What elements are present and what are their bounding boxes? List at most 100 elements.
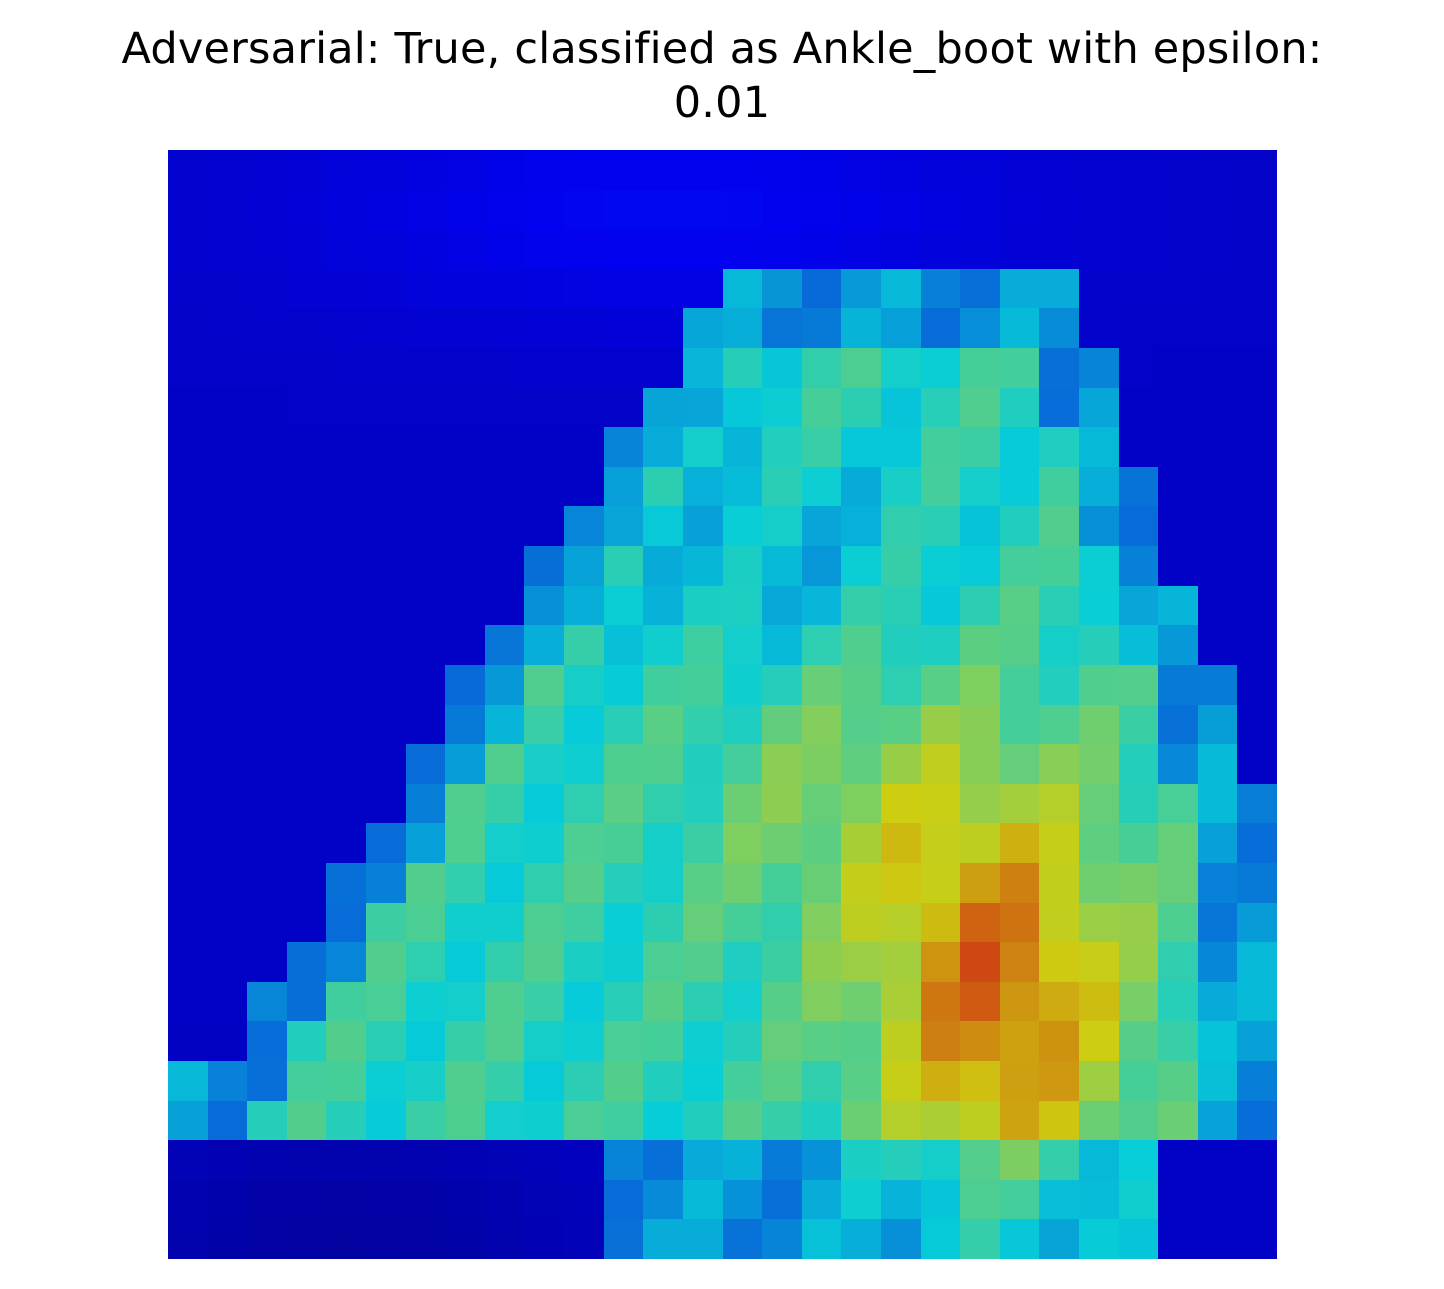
heatmap-pixel <box>445 585 485 626</box>
heatmap-pixel <box>801 427 842 467</box>
heatmap-pixel <box>405 981 446 1022</box>
heatmap-pixel <box>841 823 881 863</box>
heatmap-pixel <box>1039 308 1079 349</box>
heatmap-pixel <box>1078 1179 1119 1220</box>
heatmap-pixel <box>762 704 802 745</box>
heatmap-pixel <box>603 902 644 943</box>
heatmap-pixel <box>999 150 1040 190</box>
heatmap-pixel <box>326 546 367 586</box>
heatmap-pixel <box>1158 902 1198 943</box>
heatmap-pixel <box>207 1140 248 1180</box>
heatmap-pixel <box>1039 229 1079 269</box>
heatmap-pixel <box>682 783 723 824</box>
heatmap-pixel <box>1039 1140 1079 1180</box>
heatmap-pixel <box>682 744 723 784</box>
heatmap-pixel <box>682 1179 723 1220</box>
heatmap-pixel <box>643 150 683 190</box>
heatmap-pixel <box>1078 268 1119 309</box>
heatmap-pixel <box>1197 981 1238 1022</box>
heatmap-pixel <box>1039 823 1079 863</box>
heatmap-pixel <box>762 427 802 467</box>
heatmap-pixel <box>484 1100 525 1141</box>
heatmap-pixel <box>247 348 287 388</box>
heatmap-pixel <box>1078 585 1119 626</box>
heatmap-pixel <box>524 387 565 428</box>
heatmap-pixel <box>762 308 802 349</box>
heatmap-pixel <box>405 625 446 665</box>
heatmap-pixel <box>920 585 961 626</box>
heatmap-pixel <box>1197 1219 1238 1259</box>
heatmap-pixel <box>247 585 287 626</box>
heatmap-pixel <box>445 942 485 982</box>
heatmap-pixel <box>1118 1060 1159 1101</box>
heatmap-pixel <box>1118 229 1159 269</box>
heatmap-pixel <box>247 704 287 745</box>
heatmap-pixel <box>801 823 842 863</box>
heatmap-pixel <box>762 150 802 190</box>
heatmap-pixel <box>366 546 406 586</box>
heatmap-pixel <box>603 229 644 269</box>
heatmap-pixel <box>405 546 446 586</box>
heatmap-pixel <box>880 150 921 190</box>
heatmap-pixel <box>168 466 208 507</box>
heatmap-pixel <box>286 229 327 269</box>
heatmap-pixel <box>1078 506 1119 547</box>
heatmap-pixel <box>682 902 723 943</box>
heatmap-pixel <box>722 942 763 982</box>
heatmap-pixel <box>841 585 881 626</box>
heatmap-pixel <box>960 902 1000 943</box>
heatmap-pixel <box>1118 1179 1159 1220</box>
heatmap-pixel <box>524 783 565 824</box>
heatmap-pixel <box>484 348 525 388</box>
heatmap-pixel <box>564 427 604 467</box>
heatmap-pixel <box>1118 664 1159 705</box>
heatmap-pixel <box>286 744 327 784</box>
heatmap-pixel <box>366 862 406 903</box>
heatmap-pixel <box>445 466 485 507</box>
heatmap-pixel <box>484 585 525 626</box>
heatmap-pixel <box>366 1100 406 1141</box>
heatmap-pixel <box>920 546 961 586</box>
heatmap-pixel <box>999 704 1040 745</box>
heatmap-pixel <box>880 348 921 388</box>
heatmap-pixel <box>920 229 961 269</box>
heatmap-pixel <box>999 308 1040 349</box>
heatmap-pixel <box>1118 150 1159 190</box>
heatmap-pixel <box>603 1060 644 1101</box>
heatmap-pixel <box>484 783 525 824</box>
heatmap-pixel <box>999 348 1040 388</box>
heatmap-pixel <box>366 625 406 665</box>
heatmap-pixel <box>405 1060 446 1101</box>
heatmap-pixel <box>445 308 485 349</box>
heatmap-pixel <box>326 1100 367 1141</box>
heatmap-pixel <box>643 902 683 943</box>
heatmap-pixel <box>1158 585 1198 626</box>
heatmap-pixel <box>841 744 881 784</box>
heatmap-pixel <box>286 585 327 626</box>
heatmap-pixel <box>326 744 367 784</box>
heatmap-pixel <box>168 268 208 309</box>
heatmap-pixel <box>999 427 1040 467</box>
figure-title: Adversarial: True, classified as Ankle_b… <box>0 22 1444 130</box>
heatmap-pixel <box>880 1060 921 1101</box>
heatmap-pixel <box>484 625 525 665</box>
heatmap-pixel <box>1237 625 1277 665</box>
heatmap-pixel <box>1197 1021 1238 1061</box>
heatmap-pixel <box>405 664 446 705</box>
heatmap-pixel <box>722 308 763 349</box>
heatmap-pixel <box>960 1179 1000 1220</box>
heatmap-pixel <box>405 348 446 388</box>
heatmap-pixel <box>445 229 485 269</box>
heatmap-pixel <box>880 585 921 626</box>
heatmap-pixel <box>1039 704 1079 745</box>
heatmap-pixel <box>603 1140 644 1180</box>
heatmap-pixel <box>1237 268 1277 309</box>
heatmap-pixel <box>326 1140 367 1180</box>
heatmap-pixel <box>286 1060 327 1101</box>
heatmap-pixel <box>880 229 921 269</box>
heatmap-pixel <box>801 150 842 190</box>
heatmap-pixel <box>326 229 367 269</box>
heatmap-pixel <box>326 1179 367 1220</box>
heatmap-pixel <box>762 348 802 388</box>
heatmap-pixel <box>920 862 961 903</box>
